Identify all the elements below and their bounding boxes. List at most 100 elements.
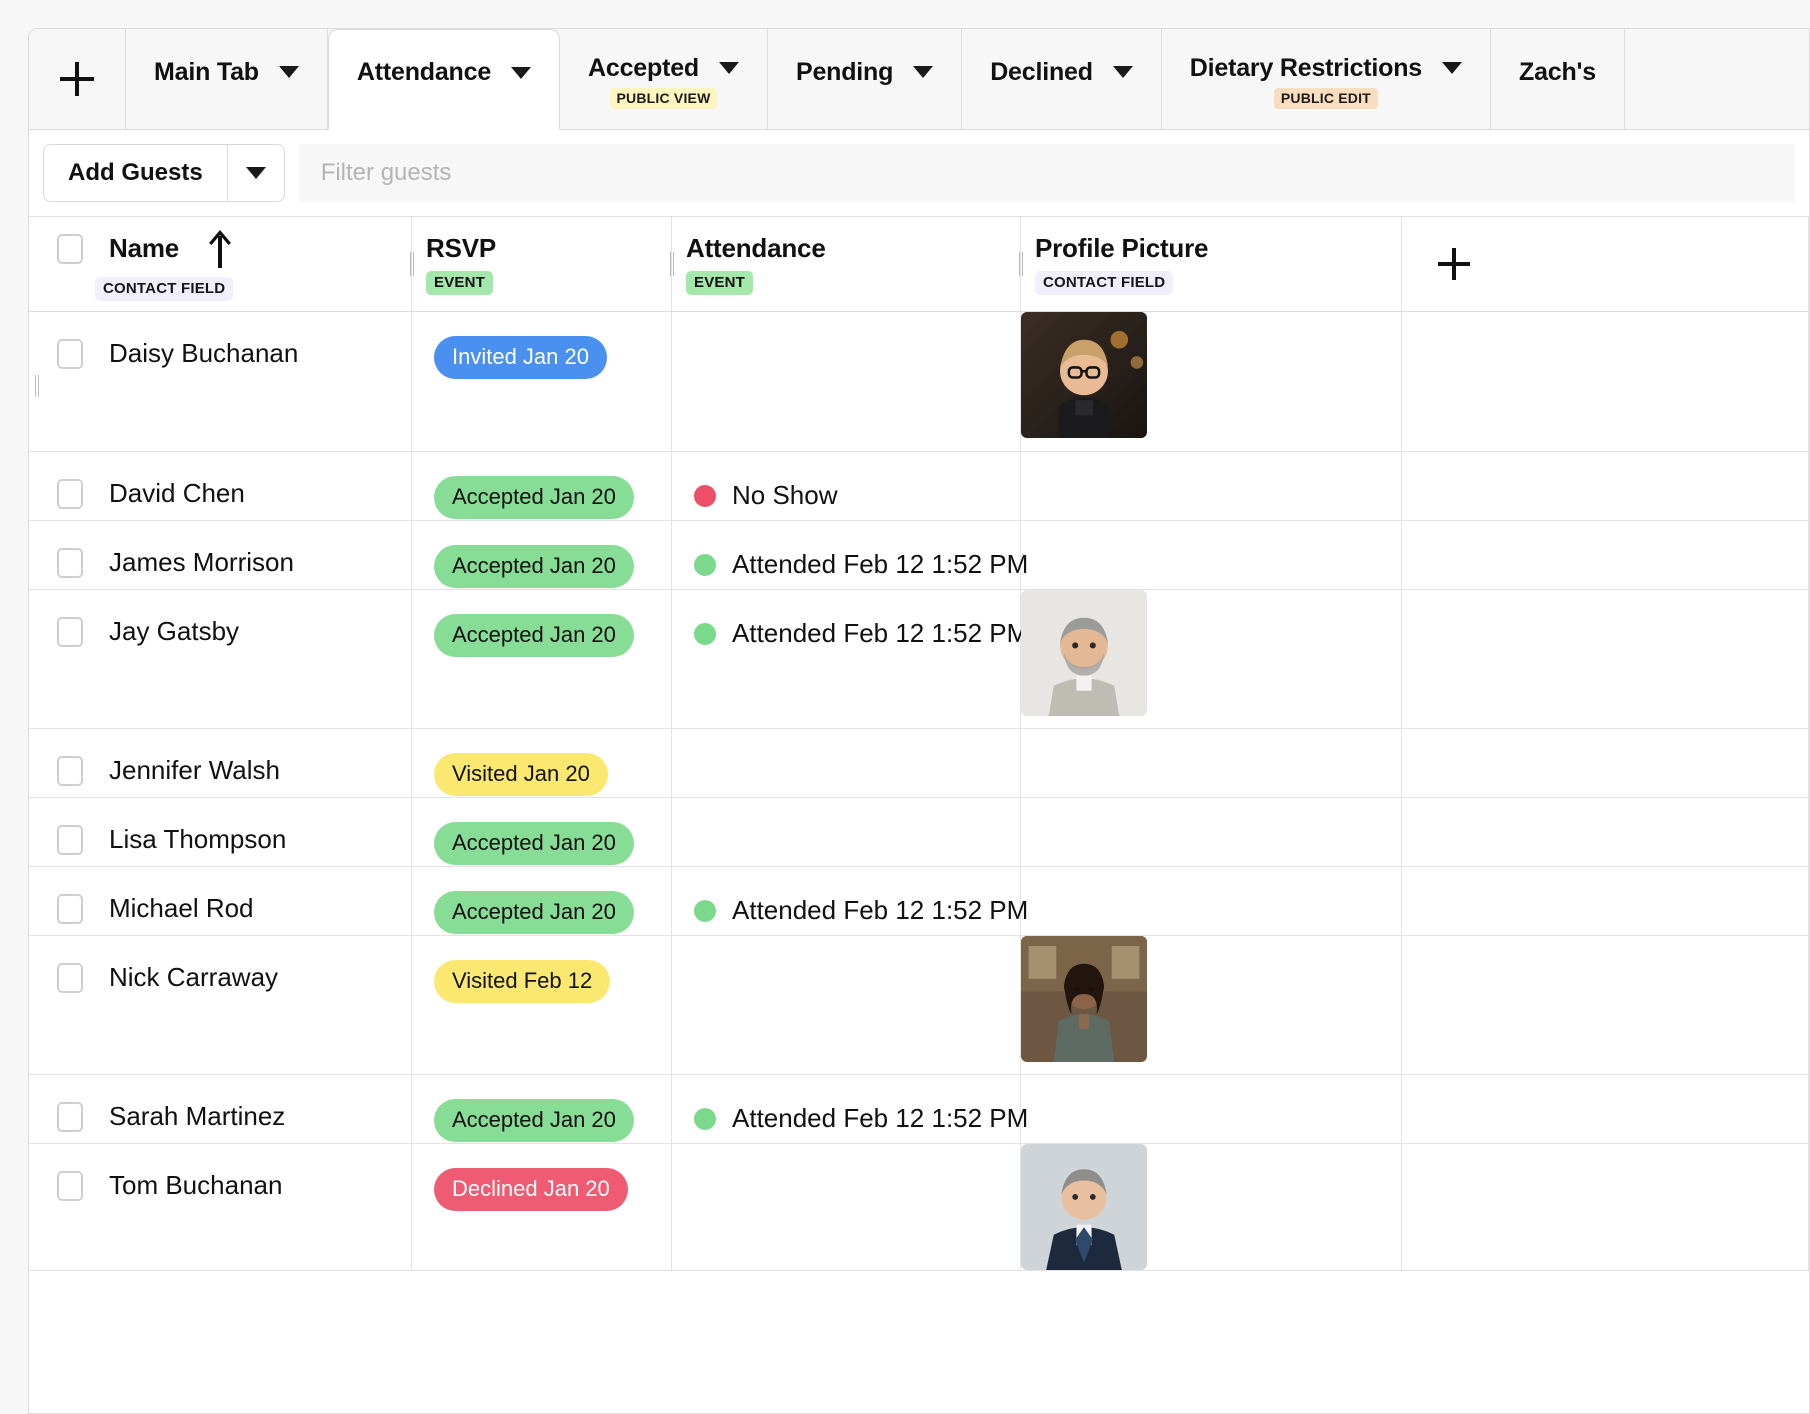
select-all-checkbox[interactable]: [57, 233, 83, 264]
guest-name: Jay Gatsby: [109, 616, 240, 646]
tab-dietary-restrictions[interactable]: Dietary Restrictions PUBLIC EDIT: [1161, 29, 1491, 129]
tab-pending[interactable]: Pending: [767, 29, 963, 129]
column-header-rsvp[interactable]: RSVP EVENT: [410, 217, 672, 311]
add-tab-button[interactable]: [29, 29, 126, 129]
cell-name[interactable]: Lisa Thompson: [29, 798, 412, 866]
cell-empty: [1402, 1075, 1809, 1143]
row-select-checkbox[interactable]: [57, 617, 83, 647]
cell-attendance[interactable]: [672, 1144, 1021, 1270]
cell-profile-picture[interactable]: [1021, 452, 1402, 520]
table-row[interactable]: David Chen Accepted Jan 20 No Show: [29, 452, 1809, 521]
cell-name[interactable]: David Chen: [29, 452, 412, 520]
row-select-checkbox[interactable]: [57, 963, 83, 993]
row-select-checkbox[interactable]: [57, 894, 83, 924]
table-row[interactable]: Nick Carraway Visited Feb 12: [29, 936, 1809, 1075]
table-row[interactable]: Sarah Martinez Accepted Jan 20 Attended Fe…: [29, 1075, 1809, 1144]
guest-name: Nick Carraway: [109, 962, 279, 992]
cell-rsvp[interactable]: Invited Jan 20: [412, 312, 672, 451]
cell-name[interactable]: Michael Rod: [29, 867, 412, 935]
column-header-attendance[interactable]: Attendance EVENT: [670, 217, 1021, 311]
column-resize-handle[interactable]: [1015, 251, 1027, 277]
tab-accepted[interactable]: Accepted PUBLIC VIEW: [560, 29, 768, 129]
cell-rsvp[interactable]: Accepted Jan 20: [412, 798, 672, 866]
cell-name[interactable]: James Morrison: [29, 521, 412, 589]
row-select-checkbox[interactable]: [57, 479, 83, 509]
column-title: Name: [109, 233, 180, 263]
tab-attendance[interactable]: Attendance: [327, 29, 561, 130]
add-column-header[interactable]: [1402, 217, 1809, 311]
cell-rsvp[interactable]: Accepted Jan 20: [412, 521, 672, 589]
cell-profile-picture[interactable]: [1021, 1144, 1402, 1270]
cell-profile-picture[interactable]: [1021, 1075, 1402, 1143]
cell-profile-picture[interactable]: [1021, 590, 1402, 728]
table-row[interactable]: James Morrison Accepted Jan 20 Attended Fe…: [29, 521, 1809, 590]
cell-attendance[interactable]: No Show: [672, 452, 1021, 520]
table-body: Daisy Buchanan Invited Jan 20 David Chen A…: [29, 312, 1809, 1271]
cell-profile-picture[interactable]: [1021, 521, 1402, 589]
cell-rsvp[interactable]: Accepted Jan 20: [412, 590, 672, 728]
guest-name: Tom Buchanan: [109, 1170, 283, 1200]
cell-profile-picture[interactable]: [1021, 729, 1402, 797]
row-select-checkbox[interactable]: [57, 825, 83, 855]
row-select-checkbox[interactable]: [57, 756, 83, 786]
chevron-down-icon[interactable]: [718, 62, 739, 74]
cell-attendance[interactable]: Attended Feb 12 1:52 PM: [672, 1075, 1028, 1143]
row-select-checkbox[interactable]: [57, 548, 83, 578]
chevron-down-icon[interactable]: [511, 66, 532, 79]
plus-icon: [1438, 248, 1470, 280]
cell-profile-picture[interactable]: [1021, 936, 1402, 1074]
table-row[interactable]: Lisa Thompson Accepted Jan 20: [29, 798, 1809, 867]
cell-empty: [1402, 1144, 1809, 1270]
table-row[interactable]: Michael Rod Accepted Jan 20 Attended Feb 1…: [29, 867, 1809, 936]
cell-attendance[interactable]: [672, 936, 1021, 1074]
chevron-down-icon[interactable]: [278, 66, 299, 78]
cell-attendance[interactable]: [672, 729, 1021, 797]
tab-zach-s[interactable]: Zach's: [1491, 29, 1625, 129]
cell-name[interactable]: Sarah Martinez: [29, 1075, 412, 1143]
row-select-checkbox[interactable]: [57, 1102, 83, 1132]
cell-profile-picture[interactable]: [1021, 312, 1402, 451]
cell-attendance[interactable]: [672, 312, 1021, 451]
chevron-down-icon[interactable]: [1112, 66, 1133, 78]
table-row[interactable]: Tom Buchanan Declined Jan 20: [29, 1144, 1809, 1271]
cell-attendance[interactable]: [672, 798, 1021, 866]
column-resize-handle[interactable]: [666, 251, 678, 277]
chevron-down-icon[interactable]: [913, 66, 934, 78]
cell-attendance[interactable]: Attended Feb 12 1:52 PM: [672, 521, 1028, 589]
column-header-name[interactable]: Name CONTACT FIELD: [29, 217, 412, 311]
row-select-checkbox[interactable]: [57, 339, 83, 369]
avatar: [1021, 1144, 1147, 1270]
chevron-down-icon[interactable]: [1442, 62, 1462, 74]
cell-rsvp[interactable]: Accepted Jan 20: [412, 867, 672, 935]
table-row[interactable]: Jennifer Walsh Visited Jan 20: [29, 729, 1809, 798]
cell-name[interactable]: Tom Buchanan: [29, 1144, 412, 1270]
cell-attendance[interactable]: Attended Feb 12 1:52 PM: [672, 590, 1028, 728]
cell-profile-picture[interactable]: [1021, 867, 1402, 935]
cell-name[interactable]: Jay Gatsby: [29, 590, 412, 728]
row-select-checkbox[interactable]: [57, 1171, 83, 1201]
column-resize-handle[interactable]: [406, 251, 418, 277]
cell-name[interactable]: Nick Carraway: [29, 936, 412, 1074]
tab-main-tab[interactable]: Main Tab: [126, 29, 328, 129]
cell-rsvp[interactable]: Accepted Jan 20: [412, 1075, 672, 1143]
cell-profile-picture[interactable]: [1021, 798, 1402, 866]
attended-status-dot-icon: [694, 1107, 716, 1130]
cell-name[interactable]: Daisy Buchanan: [29, 312, 412, 451]
column-header-profile-picture[interactable]: Profile Picture CONTACT FIELD: [1019, 217, 1402, 311]
cell-attendance[interactable]: Attended Feb 12 1:52 PM: [672, 867, 1028, 935]
avatar: [1021, 590, 1147, 716]
table-row[interactable]: Jay Gatsby Accepted Jan 20 Attended Feb 12…: [29, 590, 1809, 729]
add-guests-button[interactable]: Add Guests: [44, 145, 227, 201]
table-row[interactable]: Daisy Buchanan Invited Jan 20: [29, 312, 1809, 452]
spreadsheet-app: Main Tab Attendance Accepted PUBLIC VIEW Pen…: [28, 28, 1810, 1414]
row-resize-handle[interactable]: [35, 374, 45, 398]
column-title: Profile Picture: [1035, 233, 1209, 263]
filter-guests-input[interactable]: [298, 144, 1795, 202]
tab-declined[interactable]: Declined: [962, 29, 1162, 129]
cell-rsvp[interactable]: Accepted Jan 20: [412, 452, 672, 520]
cell-rsvp[interactable]: Declined Jan 20: [412, 1144, 672, 1270]
cell-rsvp[interactable]: Visited Jan 20: [412, 729, 672, 797]
cell-name[interactable]: Jennifer Walsh: [29, 729, 412, 797]
cell-rsvp[interactable]: Visited Feb 12: [412, 936, 672, 1074]
add-guests-dropdown-button[interactable]: [226, 145, 284, 201]
